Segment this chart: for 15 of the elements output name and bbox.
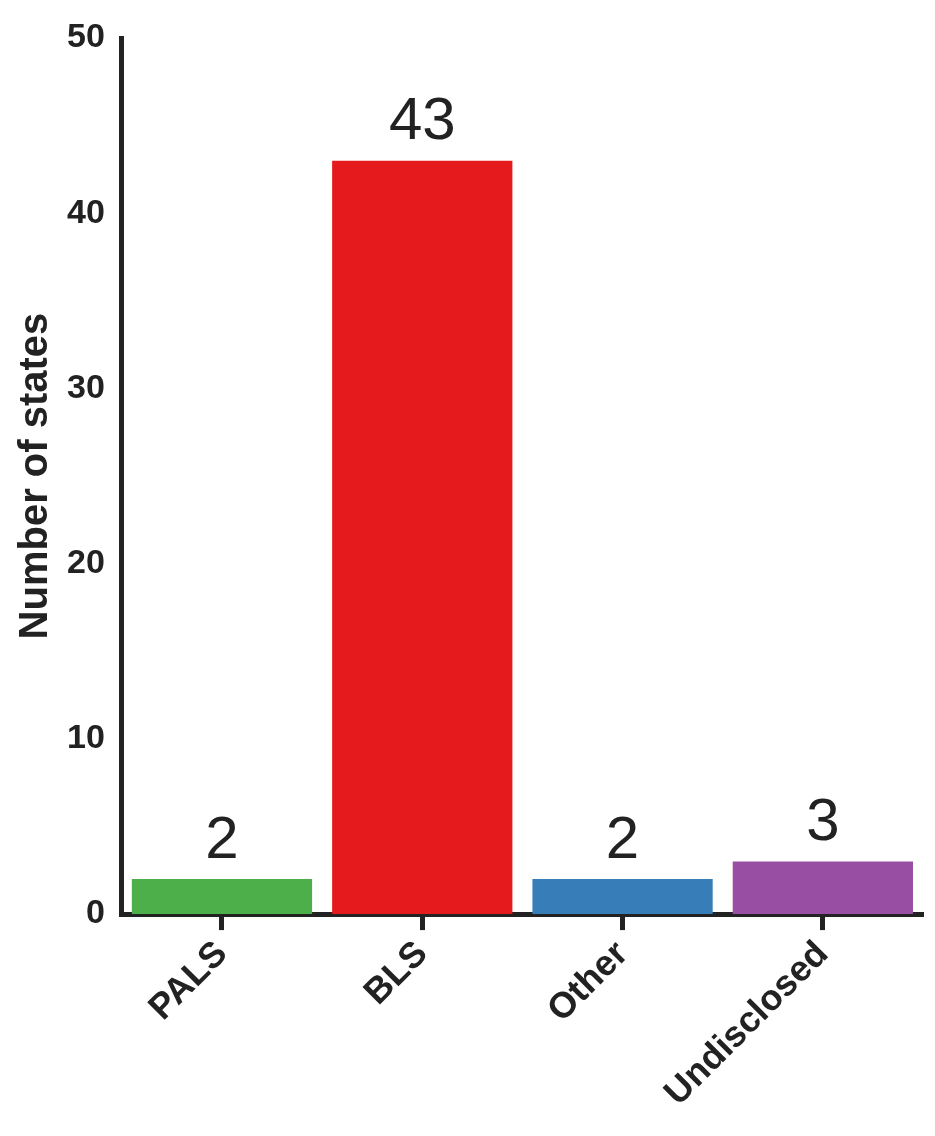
bar (131, 879, 313, 915)
bar (532, 879, 713, 915)
y-axis-title: Number of states (11, 312, 56, 640)
bar (332, 160, 513, 915)
data-label: 3 (806, 786, 840, 854)
data-label: 43 (388, 85, 456, 153)
data-label: 2 (205, 803, 239, 871)
y-tick-label: 0 (85, 892, 105, 931)
data-label: 2 (605, 803, 640, 871)
bar (732, 861, 913, 915)
y-tick-label: 20 (66, 542, 105, 581)
y-tick-label: 30 (66, 366, 105, 405)
y-tick-label: 50 (66, 16, 105, 55)
y-tick-label: 40 (66, 191, 105, 230)
y-tick-label: 10 (66, 717, 105, 756)
